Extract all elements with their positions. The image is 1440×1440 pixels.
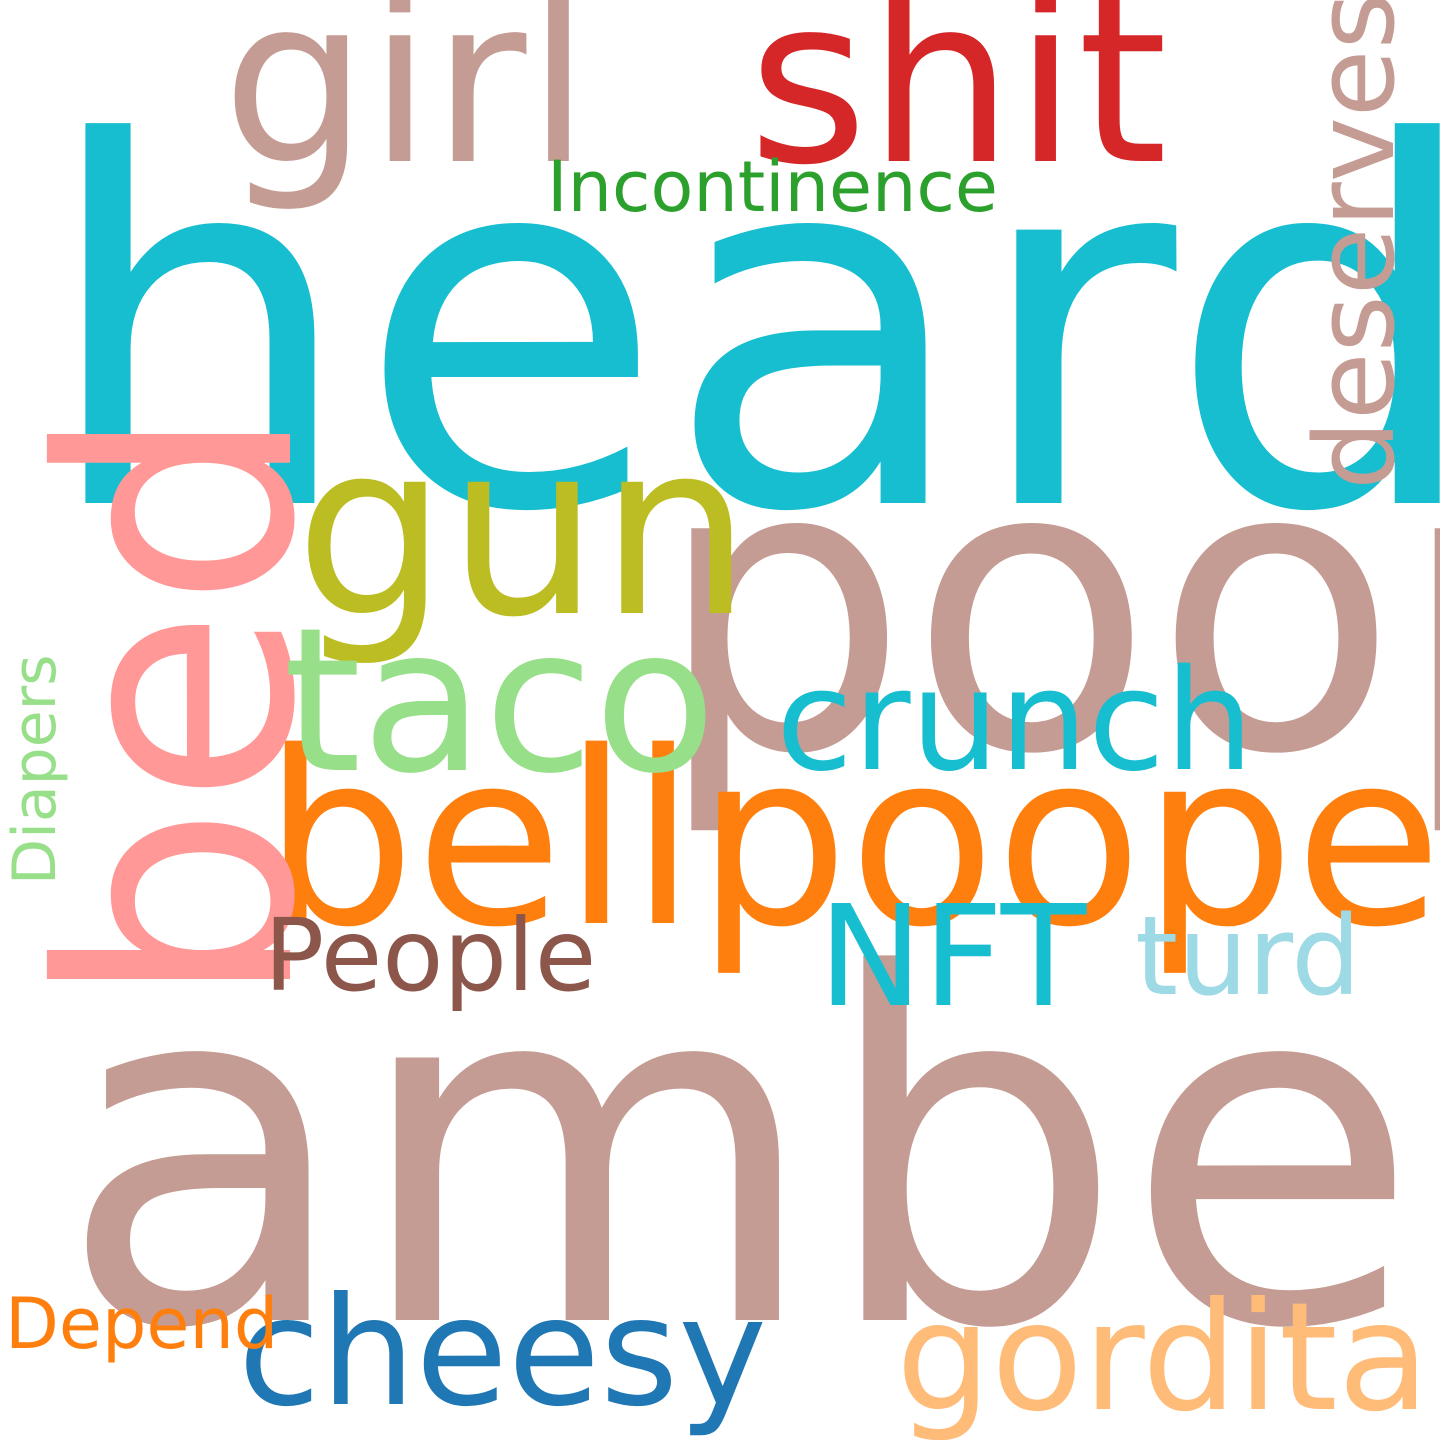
word-amber: amber [58, 875, 1440, 1434]
word-crunch: crunch [776, 640, 1254, 803]
word-incontinence: Incontinence [547, 146, 998, 228]
word-nft: NFT [818, 876, 1087, 1039]
word-taco: taco [283, 585, 717, 818]
word-gordita: gordita [896, 1271, 1430, 1440]
word-bellpooped: bellpooped [263, 700, 1440, 980]
word-heard: heard [40, 39, 1440, 621]
word-deserves: deserves [1291, 0, 1419, 490]
word-cheesy: cheesy [238, 1266, 768, 1440]
word-poop: poop [655, 377, 1440, 842]
word-diapers: Diapers [0, 654, 70, 885]
word-people: People [264, 897, 597, 1014]
word-gun: gun [295, 390, 752, 670]
word-turd: turd [1135, 892, 1361, 1020]
word-girl: girl [222, 0, 591, 216]
word-depend: Depend [5, 1283, 279, 1365]
word-shit: shit [748, 0, 1168, 216]
